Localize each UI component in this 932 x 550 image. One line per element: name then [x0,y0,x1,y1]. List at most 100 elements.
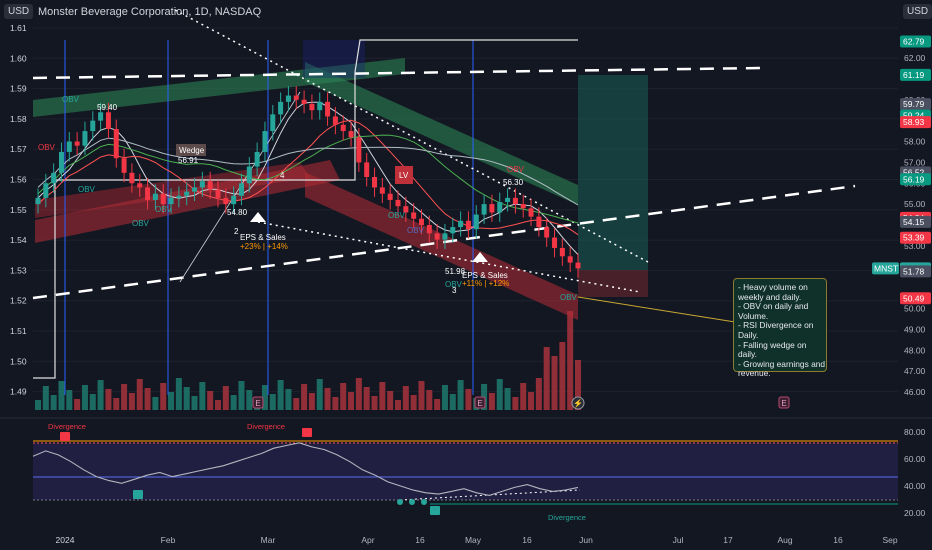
rsi-pane [0,417,932,505]
volume-bar [316,379,323,410]
price-tag [900,116,931,129]
volume-bar [207,391,214,410]
left-axis-tick: 1.59 [10,84,27,94]
volume-bar [426,390,433,410]
time-axis-tick: 16 [415,535,425,545]
rsi-axis-tick: 60.00 [904,454,926,464]
volume-bar [575,360,581,410]
volume-bar [246,390,253,410]
candle-body [160,193,166,205]
earnings-e-glyph: E [255,399,260,408]
obv-label: OBV [388,211,406,220]
candle-body [567,256,573,263]
obv-label: OBV [445,280,463,289]
obv-label: OBV [62,95,80,104]
candle-body [74,141,80,146]
right-axis-tick: 57.00 [904,157,926,167]
volume-bar [308,393,315,410]
time-axis-tick: Feb [161,535,176,545]
note-line: revenue. [738,368,771,379]
rsi-axis-tick: 20.00 [904,508,926,518]
candle-body [98,112,104,121]
candle-body [278,101,284,115]
price-tag [900,292,931,305]
candle-body [426,225,432,234]
candle-body [238,183,244,196]
candle-body [356,137,362,163]
candle-body [325,101,331,117]
price-channels [33,40,648,320]
time-axis-tick: May [465,535,482,545]
candle-body [105,112,111,129]
volume-bar [121,384,128,410]
volume-bar [371,396,378,410]
candle-body [309,103,315,111]
candle-body [223,197,229,205]
moving-average-line [37,101,579,255]
right-axis-tick: 53.00 [904,241,926,251]
note-line: - RSI Divergence on [738,320,814,331]
price-label: 56.91 [178,156,199,165]
volume-bar [504,388,511,410]
price-label: 56.30 [503,178,524,187]
candlesticks [35,86,581,278]
left-axis-tick: 1.55 [10,205,27,215]
moving-average-line [37,119,579,236]
candle-body [168,197,174,205]
divergence-marker [430,506,440,515]
candle-body [207,181,213,190]
price-tag [900,35,931,48]
price-tag-label: 56.52 [903,167,925,177]
candle-body [544,227,550,238]
volume-bar [152,397,159,410]
right-axis-tick: 58.00 [904,137,926,147]
time-axis-tick: Mar [261,535,276,545]
moving-average-line [37,134,579,224]
price-tags: 62.7961.1959.7959.2458.9356.5256.1954.34… [872,35,931,305]
price-label: 51.98 [445,267,466,276]
candle-body [43,183,49,198]
candle-body [254,151,260,167]
candle-body [35,197,41,205]
time-axis[interactable]: 2024 Feb Mar Apr 16 May 16 Jun Jul 17 Aug 16 Sep [56,535,898,545]
volume-bar [230,395,237,410]
volume-bar [528,392,535,410]
volume-bar [567,311,574,410]
volume-bar [512,397,519,410]
volume-bar [293,398,300,410]
volume-bar [301,384,308,410]
rsi-axis-tick: 40.00 [904,481,926,491]
candle-body [458,220,464,228]
volume-bar [81,385,88,410]
volume-bar [89,394,96,410]
volume-bar [559,342,566,410]
time-axis-tick: Apr [361,535,374,545]
lv-tag [395,166,413,184]
obv-label: OBV [38,143,56,152]
candle-body [246,166,252,184]
volume-bar [183,387,190,410]
right-currency-button[interactable]: USD [903,4,932,19]
candle-body [520,204,526,209]
right-axis-tick: 49.00 [904,324,926,334]
candle-body [58,151,64,173]
candle-body [442,233,448,240]
volume-bar [42,386,49,410]
volume-bar [395,400,401,410]
left-price-axis[interactable]: 1.61 1.60 1.59 1.58 1.57 1.56 1.55 1.54 1.53 1.52… [10,23,27,397]
note-line: - Falling wedge on [738,339,807,350]
candle-body [528,208,534,217]
right-axis-tick: 62.00 [904,53,926,63]
candle-body [215,189,221,198]
price-label: 54.80 [227,208,248,217]
divergence-marker [133,490,143,499]
time-axis-tick: Jul [673,535,684,545]
divergence-marker [60,432,70,441]
left-currency-button[interactable]: USD [4,4,34,19]
candle-body [293,95,299,100]
candle-body [66,141,72,152]
trend-lines [32,9,856,379]
price-tag [900,215,931,228]
volume-bar [324,388,331,410]
